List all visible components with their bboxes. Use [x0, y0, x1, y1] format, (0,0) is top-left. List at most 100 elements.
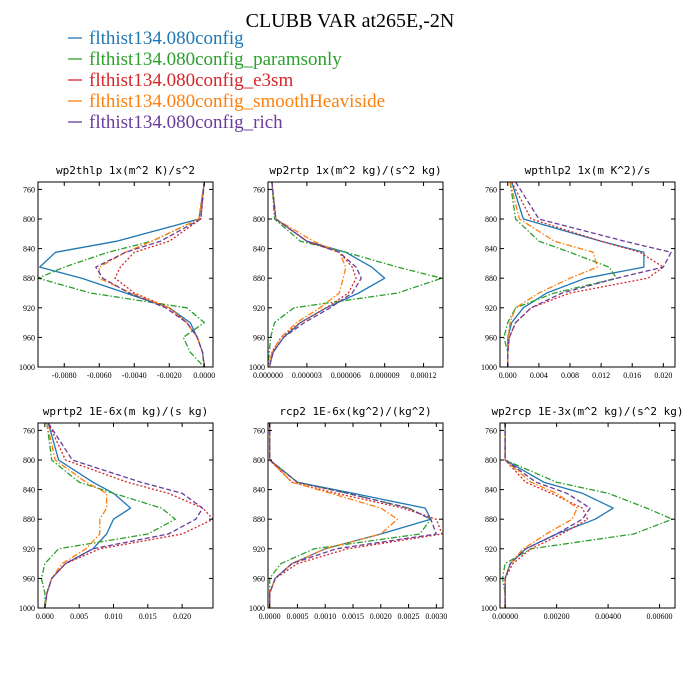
- xtick-label-4-0: 0.0000: [259, 612, 281, 621]
- ytick-label-0-0: 760: [23, 185, 35, 194]
- legend-entry-1: flthist134.080config_paramsonly: [89, 49, 342, 70]
- ytick-label-1-4: 920: [253, 304, 265, 313]
- ytick-label-3-3: 880: [23, 515, 35, 524]
- ytick-label-4-0: 760: [253, 426, 265, 435]
- ytick-label-5-2: 840: [485, 486, 497, 495]
- ytick-label-3-1: 800: [23, 456, 35, 465]
- panel-title-5: wp2rcp 1E-3x(m^2 kg)/(s^2 kg): [491, 405, 683, 418]
- series-line-3-0: [44, 423, 132, 608]
- ytick-label-2-0: 760: [485, 185, 497, 194]
- series-line-0-2: [114, 182, 205, 367]
- ytick-label-4-3: 880: [253, 515, 265, 524]
- xtick-label-1-4: 0.00012: [411, 371, 437, 380]
- series-line-1-1: [268, 182, 443, 367]
- xtick-label-5-2: 0.00400: [595, 612, 621, 621]
- xtick-label-4-1: 0.0005: [286, 612, 308, 621]
- ytick-label-1-2: 840: [253, 245, 265, 254]
- ytick-label-1-0: 760: [253, 185, 265, 194]
- xtick-label-4-2: 0.0010: [314, 612, 336, 621]
- panel-title-1: wp2rtp 1x(m^2 kg)/(s^2 kg): [269, 164, 441, 177]
- panel-frame-5: [499, 422, 676, 609]
- ytick-label-2-6: 1000: [481, 363, 497, 372]
- series-line-5-4: [504, 423, 591, 608]
- ytick-label-3-4: 920: [23, 545, 35, 554]
- panel-5: wp2rcp 1E-3x(m^2 kg)/(s^2 kg) 760 800 840 88…: [481, 405, 684, 621]
- ytick-label-5-6: 1000: [481, 604, 497, 613]
- xtick-label-3-0: 0.000: [36, 612, 54, 621]
- xtick-label-2-3: 0.012: [592, 371, 610, 380]
- series-line-2-1: [503, 182, 618, 367]
- panel-4: rcp2 1E-6x(kg^2)/(kg^2) 760 800 840 880 920 96…: [249, 405, 447, 621]
- series-line-0-3: [98, 182, 205, 367]
- ytick-label-5-5: 960: [485, 574, 497, 583]
- ytick-label-0-5: 960: [23, 333, 35, 342]
- xtick-label-4-5: 0.0025: [398, 612, 420, 621]
- legend-entry-4: flthist134.080config_rich: [89, 112, 283, 133]
- series-group-2: [503, 182, 672, 367]
- ytick-label-2-5: 960: [485, 333, 497, 342]
- ytick-label-5-3: 880: [485, 515, 497, 524]
- xtick-label-2-2: 0.008: [561, 371, 579, 380]
- series-line-5-1: [501, 423, 674, 608]
- series-line-1-3: [268, 182, 347, 367]
- series-group-0: [38, 182, 205, 367]
- xtick-label-3-3: 0.015: [139, 612, 157, 621]
- series-line-2-0: [507, 182, 645, 367]
- ytick-label-4-4: 920: [253, 545, 265, 554]
- xtick-label-5-1: 0.00200: [544, 612, 570, 621]
- xtick-label-4-6: 0.0030: [425, 612, 447, 621]
- legend-entry-0: flthist134.080config: [89, 28, 244, 49]
- series-line-4-3: [269, 423, 399, 608]
- xtick-label-0-0: -0.0080: [52, 371, 77, 380]
- xtick-label-5-3: 0.00600: [647, 612, 673, 621]
- ytick-label-2-3: 880: [485, 274, 497, 283]
- panel-title-3: wprtp2 1E-6x(m kg)/(s kg): [43, 405, 209, 418]
- panel-1: wp2rtp 1x(m^2 kg)/(s^2 kg) 760 800 840 880 92…: [249, 164, 444, 380]
- ytick-label-3-5: 960: [23, 574, 35, 583]
- xtick-label-1-2: 0.000006: [331, 371, 361, 380]
- ytick-label-2-4: 920: [485, 304, 497, 313]
- series-line-4-0: [269, 423, 432, 608]
- ytick-label-2-1: 800: [485, 215, 497, 224]
- series-line-1-0: [268, 182, 386, 367]
- legend-entry-2: flthist134.080config_e3sm: [89, 70, 293, 91]
- legend: flthist134.080configflthist134.080config…: [68, 28, 385, 133]
- series-line-5-2: [504, 423, 589, 608]
- ytick-label-3-6: 1000: [19, 604, 35, 613]
- series-line-3-3: [44, 423, 108, 608]
- figure-title: CLUBB VAR at265E,-2N: [246, 10, 455, 32]
- panels-grid: wp2thlp 1x(m^2 K)/s^2 760 800 840 880 920 960 1…: [19, 164, 684, 621]
- ytick-label-0-1: 800: [23, 215, 35, 224]
- ytick-label-0-4: 920: [23, 304, 35, 313]
- ytick-label-2-2: 840: [485, 245, 497, 254]
- series-line-5-3: [504, 423, 578, 608]
- xtick-label-2-5: 0.020: [654, 371, 672, 380]
- xtick-label-2-1: 0.004: [530, 371, 548, 380]
- xtick-label-0-4: 0.0000: [193, 371, 215, 380]
- series-line-4-4: [269, 423, 437, 608]
- ytick-label-4-6: 1000: [249, 604, 265, 613]
- ytick-label-0-2: 840: [23, 245, 35, 254]
- series-line-2-4: [507, 182, 672, 367]
- ytick-label-5-0: 760: [485, 426, 497, 435]
- panel-2: wpthlp2 1x(m K^2)/s 760 800 840 880 920 960 100…: [481, 164, 676, 380]
- series-line-3-2: [44, 423, 213, 608]
- panel-frame-4: [267, 422, 444, 609]
- xtick-label-1-0: 0.000000: [253, 371, 283, 380]
- ytick-label-5-1: 800: [485, 456, 497, 465]
- panel-frame-0: [37, 181, 214, 368]
- series-line-0-1: [38, 182, 205, 367]
- series-line-0-4: [95, 182, 205, 367]
- ytick-label-4-5: 960: [253, 574, 265, 583]
- series-line-5-0: [504, 423, 614, 608]
- series-line-3-1: [40, 423, 176, 608]
- series-line-3-4: [44, 423, 204, 608]
- ytick-label-1-5: 960: [253, 333, 265, 342]
- xtick-label-2-0: 0.000: [499, 371, 517, 380]
- xtick-label-3-2: 0.010: [104, 612, 122, 621]
- ytick-label-1-1: 800: [253, 215, 265, 224]
- xtick-label-1-3: 0.000009: [370, 371, 400, 380]
- legend-entry-3: flthist134.080config_smoothHeaviside: [89, 91, 385, 112]
- xtick-label-3-4: 0.020: [173, 612, 191, 621]
